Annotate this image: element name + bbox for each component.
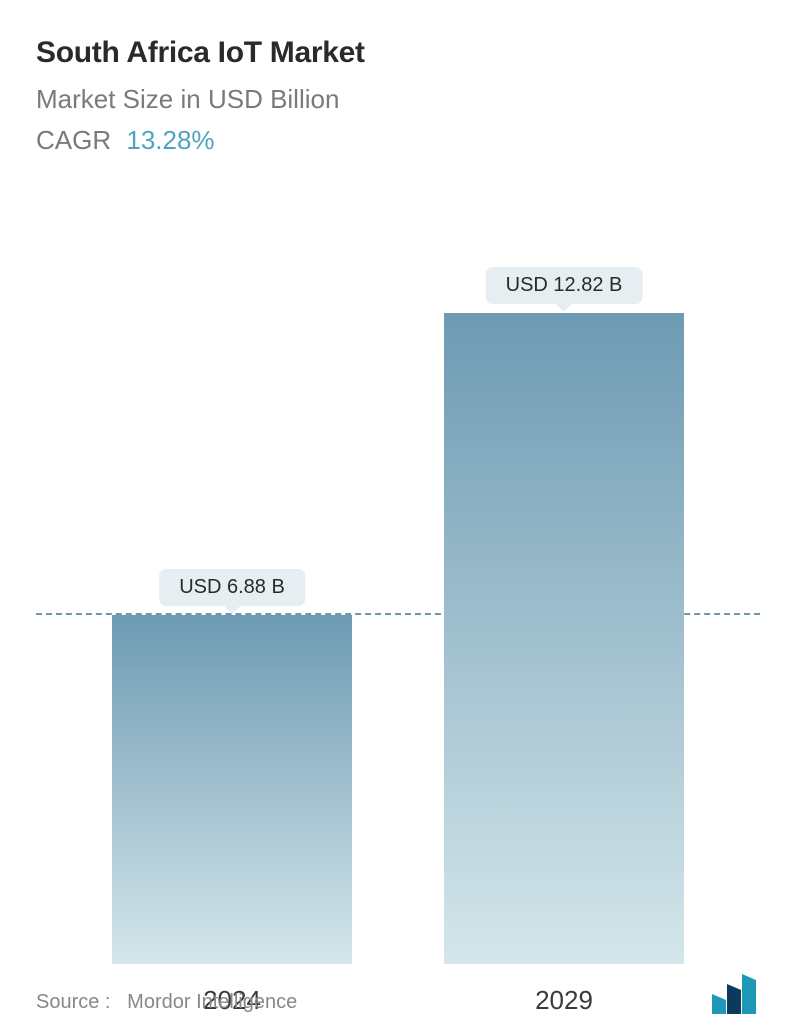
bar-label-0: USD 6.88 B (159, 569, 305, 606)
source-label: Source : (36, 991, 110, 1013)
logo-bar-2 (742, 974, 756, 1014)
bar-0: USD 6.88 B (112, 615, 352, 964)
source-name: Mordor Intelligence (127, 991, 297, 1013)
bar-group-0: USD 6.88 B (112, 615, 352, 964)
bar-group-1: USD 12.82 B (444, 313, 684, 964)
logo-bar-0 (712, 994, 726, 1014)
cagr-label: CAGR (36, 125, 111, 155)
chart-title: South Africa IoT Market (36, 36, 760, 70)
logo-bar-1 (727, 984, 741, 1014)
bar-1: USD 12.82 B (444, 313, 684, 964)
chart-subtitle: Market Size in USD Billion (36, 84, 760, 115)
cagr-line: CAGR 13.28% (36, 125, 760, 156)
bars-container: USD 6.88 B USD 12.82 B (36, 304, 760, 964)
plot-region: USD 6.88 B USD 12.82 B (36, 304, 760, 964)
cagr-value: 13.28% (126, 125, 214, 155)
chart-area: USD 6.88 B USD 12.82 B 2024 2029 (36, 186, 760, 1034)
footer: Source : Mordor Intelligence (36, 972, 760, 1014)
source-text: Source : Mordor Intelligence (36, 991, 297, 1014)
brand-logo-icon (710, 972, 760, 1014)
bar-label-1: USD 12.82 B (486, 267, 643, 304)
